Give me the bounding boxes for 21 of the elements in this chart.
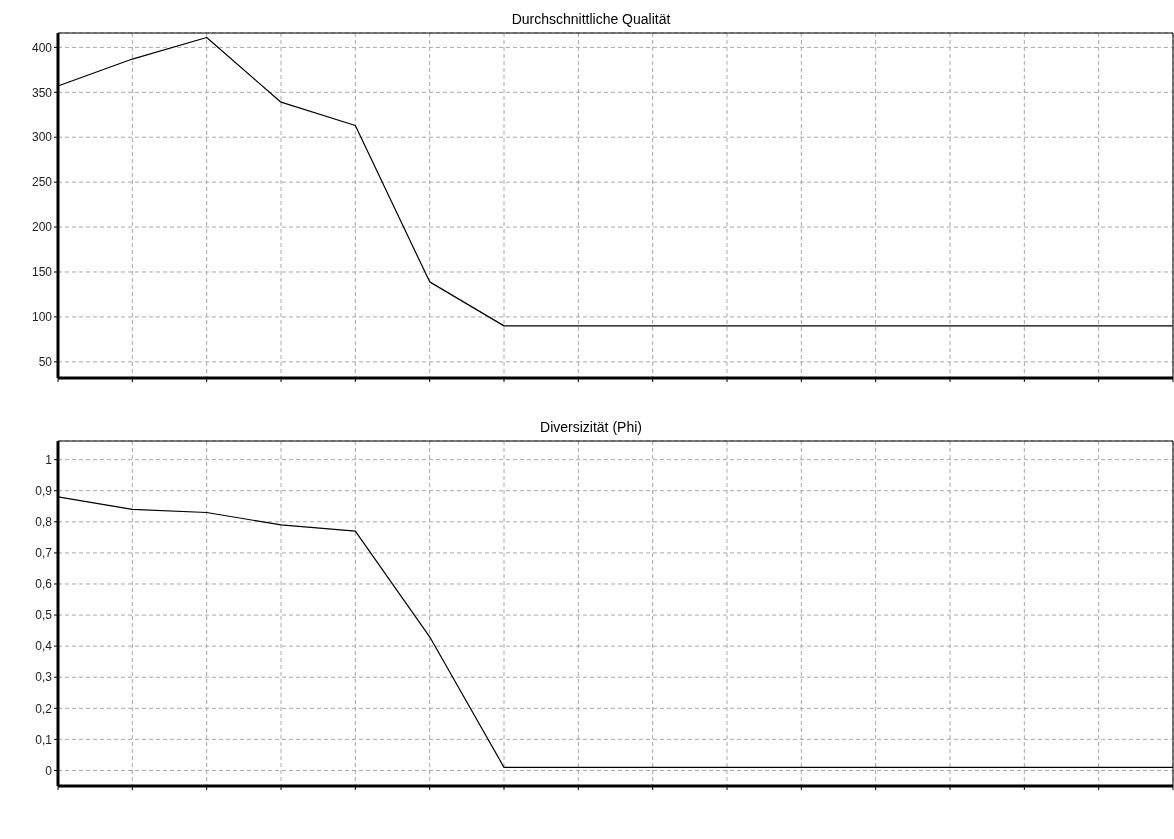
y-tick-label: 0,7: [35, 546, 53, 561]
y-tick-label: 0,1: [35, 732, 53, 747]
y-tick-label: 0,4: [35, 639, 53, 654]
y-tick-label: 1: [45, 452, 53, 467]
y-tick-label: 250: [31, 175, 53, 190]
y-tick-label: 0,6: [35, 577, 53, 592]
y-tick-label: 0: [45, 763, 53, 778]
y-tick-label: 0,2: [35, 701, 53, 716]
y-tick-label: 0,9: [35, 483, 53, 498]
y-tick-label: 400: [31, 40, 53, 55]
y-tick-label: 300: [31, 130, 53, 145]
y-tick-label: 350: [31, 85, 53, 100]
y-tick-label: 150: [31, 265, 53, 280]
y-tick-label: 200: [31, 220, 53, 235]
chart-title: Durchschnittliche Qualität: [510, 10, 672, 29]
y-tick-label: 50: [38, 355, 53, 370]
y-tick-label: 0,5: [35, 608, 53, 623]
chart-title: Diversizität (Phi): [539, 418, 643, 437]
y-tick-label: 100: [31, 310, 53, 325]
y-tick-label: 0,8: [35, 515, 53, 530]
y-tick-label: 0,3: [35, 670, 53, 685]
